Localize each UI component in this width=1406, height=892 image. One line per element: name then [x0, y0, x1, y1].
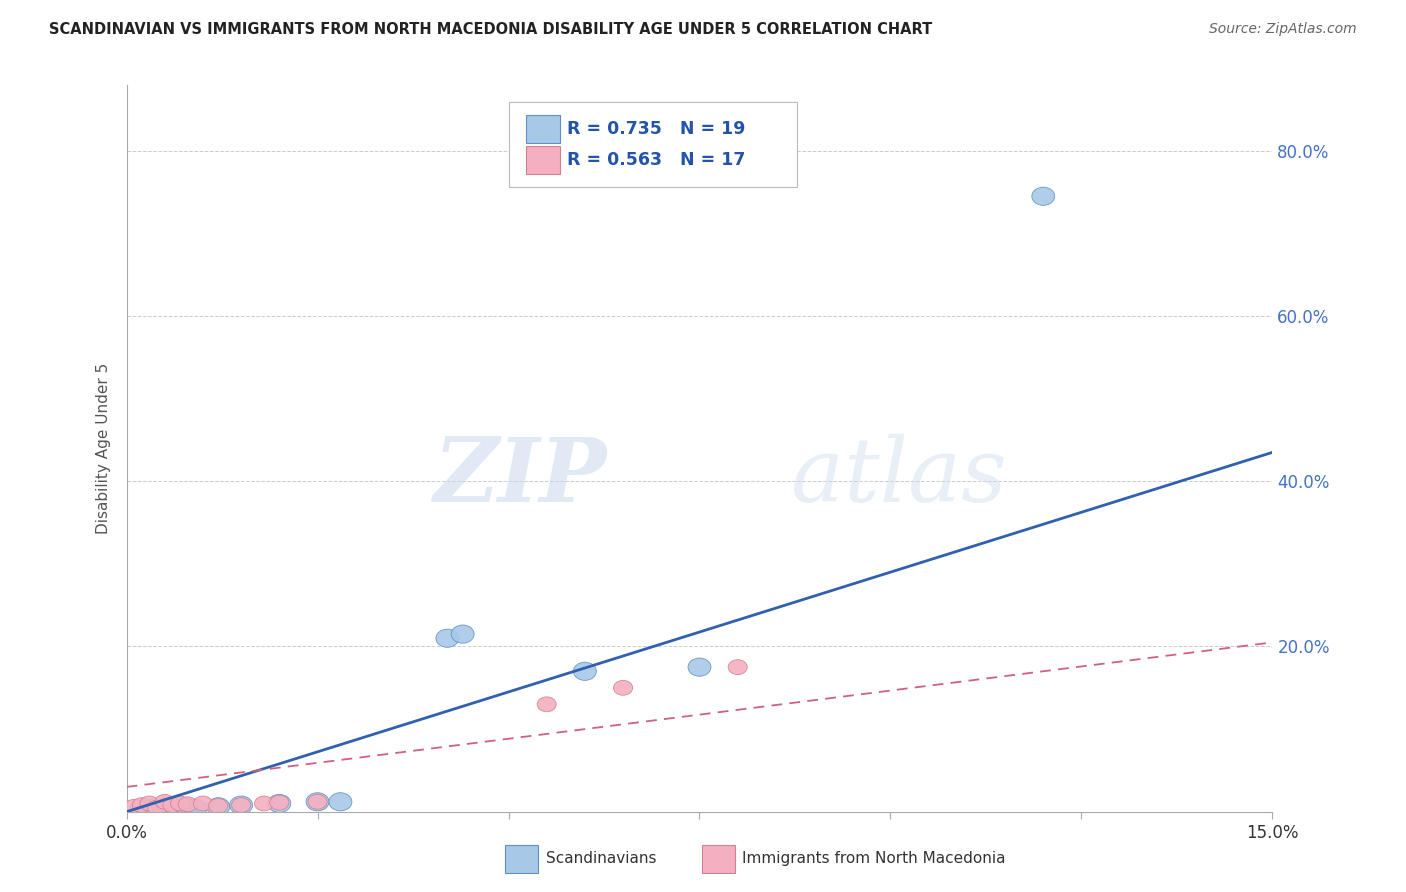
Text: Immigrants from North Macedonia: Immigrants from North Macedonia	[742, 852, 1005, 866]
Ellipse shape	[229, 796, 253, 814]
Ellipse shape	[170, 796, 190, 811]
Ellipse shape	[208, 798, 228, 814]
Ellipse shape	[254, 796, 274, 811]
Ellipse shape	[269, 795, 291, 813]
Text: Scandinavians: Scandinavians	[546, 852, 657, 866]
Ellipse shape	[138, 799, 160, 817]
Ellipse shape	[574, 662, 596, 681]
Ellipse shape	[169, 800, 191, 818]
Text: atlas: atlas	[792, 434, 1007, 521]
Ellipse shape	[153, 798, 176, 817]
Ellipse shape	[307, 793, 329, 811]
Ellipse shape	[153, 800, 176, 818]
Ellipse shape	[688, 658, 711, 676]
Ellipse shape	[141, 796, 159, 811]
Ellipse shape	[436, 629, 458, 648]
Ellipse shape	[176, 798, 200, 817]
Ellipse shape	[1032, 187, 1054, 205]
Ellipse shape	[270, 795, 288, 810]
Ellipse shape	[207, 797, 229, 816]
Text: R = 0.735   N = 19: R = 0.735 N = 19	[567, 120, 745, 138]
Ellipse shape	[146, 801, 169, 819]
Text: R = 0.563   N = 17: R = 0.563 N = 17	[567, 151, 745, 169]
Ellipse shape	[728, 660, 747, 674]
Ellipse shape	[451, 625, 474, 643]
Text: SCANDINAVIAN VS IMMIGRANTS FROM NORTH MACEDONIA DISABILITY AGE UNDER 5 CORRELATI: SCANDINAVIAN VS IMMIGRANTS FROM NORTH MA…	[49, 22, 932, 37]
Ellipse shape	[329, 793, 352, 811]
Ellipse shape	[537, 697, 557, 712]
Ellipse shape	[613, 681, 633, 695]
Ellipse shape	[194, 796, 212, 811]
Ellipse shape	[179, 797, 197, 812]
Ellipse shape	[308, 795, 328, 809]
Text: ZIP: ZIP	[434, 434, 607, 521]
Ellipse shape	[132, 797, 152, 813]
Text: Source: ZipAtlas.com: Source: ZipAtlas.com	[1209, 22, 1357, 37]
Ellipse shape	[155, 795, 174, 809]
Ellipse shape	[184, 799, 207, 817]
Y-axis label: Disability Age Under 5: Disability Age Under 5	[96, 363, 111, 533]
Ellipse shape	[131, 800, 153, 818]
Ellipse shape	[163, 797, 181, 813]
Ellipse shape	[148, 800, 167, 815]
Ellipse shape	[125, 799, 143, 814]
Ellipse shape	[232, 797, 250, 813]
Ellipse shape	[160, 799, 184, 817]
